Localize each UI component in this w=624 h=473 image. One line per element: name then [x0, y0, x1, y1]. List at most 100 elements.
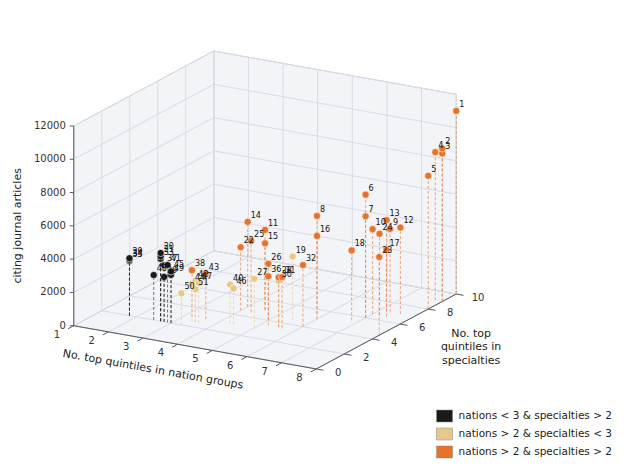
stem [365, 195, 366, 318]
tick [70, 125, 74, 126]
point-label: 25 [254, 230, 264, 239]
tick-label: 6 [227, 360, 233, 371]
stem [198, 283, 199, 323]
stem [233, 288, 234, 324]
stem [153, 275, 154, 320]
point-label: 38 [195, 259, 205, 268]
point-label: 24 [383, 223, 393, 232]
stem [400, 227, 401, 314]
tick [276, 363, 282, 366]
grid-line [214, 251, 456, 294]
tick-label: 4 [391, 337, 397, 348]
tick-label: 2 [363, 352, 369, 363]
axis-labels: No. top quintiles in nation groups No. to… [11, 168, 501, 392]
tick [70, 159, 74, 160]
axis-label-line: No. top [451, 327, 491, 340]
tick [137, 338, 143, 341]
point-label: 1 [459, 100, 464, 109]
point-label: 27 [257, 268, 267, 277]
stem [379, 257, 380, 335]
point-label: 26 [271, 253, 281, 262]
tick [70, 192, 74, 193]
point-label: 2 [445, 137, 450, 146]
grid-line [74, 51, 214, 126]
grid-line [74, 217, 214, 292]
point-label: 46 [237, 277, 247, 286]
stem [456, 111, 457, 294]
tick [400, 324, 407, 325]
grid-line [74, 184, 214, 259]
pane [74, 51, 214, 326]
stem [386, 250, 387, 317]
tick [68, 326, 74, 329]
tick [70, 259, 74, 260]
tick-label: 3 [123, 341, 129, 352]
tick-label: 5 [192, 353, 198, 364]
point-label: 18 [355, 239, 365, 248]
grid-line [108, 257, 248, 332]
tick [344, 354, 351, 355]
tick-label: 0 [335, 367, 341, 378]
tick [311, 369, 317, 372]
legend-label: nations > 2 & specialties < 3 [459, 427, 612, 439]
stem [302, 265, 303, 327]
tick-label: 2000 [40, 286, 65, 297]
point-label: 47 [202, 272, 212, 281]
pane [214, 51, 456, 294]
tick [70, 325, 74, 326]
stem [435, 152, 436, 300]
point-label: 43 [209, 263, 219, 272]
point-label: 11 [268, 219, 278, 228]
point-label: 36 [271, 265, 281, 274]
point-label: 20 [164, 242, 174, 251]
point-label: 50 [184, 282, 194, 291]
point-label: 9 [393, 218, 398, 227]
grid-line [74, 251, 214, 326]
grid-line [143, 263, 283, 338]
tick-label: 6000 [40, 220, 65, 231]
legend-label: nations < 3 & specialties > 2 [459, 409, 612, 421]
axis-label-line: quintiles in [441, 340, 501, 353]
legend-label: nations > 2 & specialties > 2 [459, 445, 612, 457]
stem [195, 281, 196, 323]
point-label: 31 [285, 266, 295, 275]
tick-label: 7 [262, 366, 268, 377]
tick [207, 350, 213, 353]
point-labels: 1144153222112591335342938161051217244348… [132, 100, 464, 291]
point-label: 19 [296, 246, 306, 255]
point-label: 32 [306, 254, 316, 263]
stem [247, 222, 248, 307]
tick [428, 309, 435, 310]
grid-line [214, 84, 456, 127]
grid-line [214, 184, 456, 227]
grid-line [214, 151, 456, 194]
point-label: 13 [390, 209, 400, 218]
tick-label: 2 [88, 335, 94, 346]
grid-line [74, 251, 214, 326]
grid-line [74, 118, 214, 193]
legend-swatch [437, 410, 453, 422]
tick-label: 4 [158, 347, 164, 358]
axis-label: No. top quintiles in nation groups [62, 347, 245, 392]
tick-label: 0 [59, 320, 65, 331]
point-label: 29 [132, 247, 142, 256]
point-label: 4 [438, 141, 443, 150]
tick-label: 10 [472, 292, 485, 303]
grid-line [186, 266, 428, 309]
stem [442, 148, 443, 301]
point-label: 45 [174, 260, 184, 269]
point-label: 8 [320, 205, 325, 214]
stem [351, 250, 352, 320]
tick [103, 332, 109, 335]
stem [278, 277, 279, 327]
legend: nations < 3 & specialties > 2 nations > 2… [437, 409, 612, 458]
tick-label: 10000 [34, 153, 66, 164]
stem [181, 293, 182, 325]
panes [74, 51, 456, 369]
stem [316, 216, 317, 319]
tick [241, 357, 247, 360]
stem [129, 258, 130, 315]
stem [372, 229, 373, 314]
grid-line [74, 151, 214, 226]
point-label: 23 [382, 246, 392, 255]
